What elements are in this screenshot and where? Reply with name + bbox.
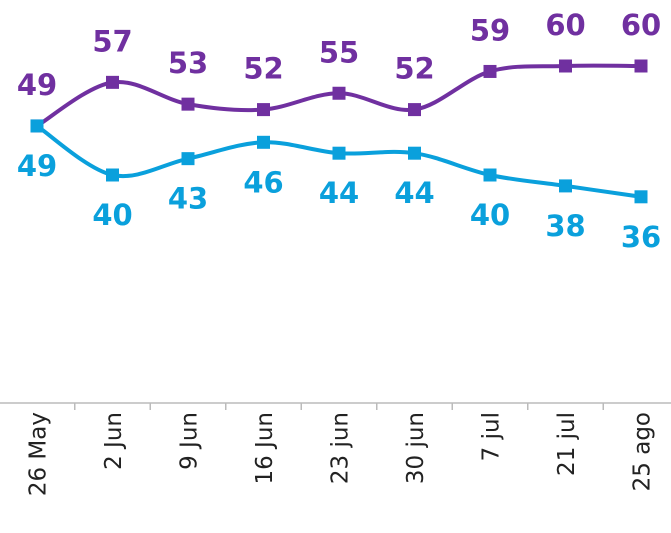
data-label: 60 bbox=[621, 8, 661, 42]
point bbox=[559, 59, 572, 73]
data-label: 59 bbox=[470, 13, 510, 47]
data-label: 46 bbox=[243, 165, 283, 199]
data-label: 52 bbox=[243, 52, 283, 86]
x-tick-label: 7 jul bbox=[479, 412, 505, 461]
point bbox=[257, 135, 270, 149]
x-tick-label: 23 jun bbox=[328, 412, 354, 484]
data-label: 38 bbox=[545, 209, 585, 243]
data-label: 55 bbox=[319, 35, 359, 69]
data-label: 57 bbox=[92, 24, 132, 58]
x-tick-label: 2 Jun bbox=[101, 412, 127, 470]
point bbox=[634, 190, 648, 204]
data-label: 49 bbox=[17, 68, 57, 102]
point bbox=[30, 119, 44, 133]
point bbox=[634, 59, 648, 73]
point bbox=[559, 179, 572, 193]
x-tick-label: 21 jul bbox=[554, 412, 580, 476]
point bbox=[483, 64, 497, 78]
x-tick-label: 26 May bbox=[26, 412, 52, 496]
point bbox=[106, 168, 119, 182]
point bbox=[257, 103, 270, 117]
data-label: 52 bbox=[394, 52, 434, 86]
data-label: 40 bbox=[470, 198, 510, 232]
point bbox=[332, 86, 346, 100]
data-label: 44 bbox=[394, 176, 434, 210]
x-tick-label: 25 ago bbox=[630, 412, 656, 491]
point bbox=[181, 152, 195, 166]
data-label: 53 bbox=[168, 46, 208, 80]
data-label: 49 bbox=[17, 149, 57, 183]
x-tick-label: 9 Jun bbox=[177, 412, 203, 470]
data-label: 60 bbox=[545, 8, 585, 42]
point bbox=[408, 146, 421, 160]
point bbox=[106, 75, 119, 89]
point bbox=[332, 146, 346, 160]
data-label: 40 bbox=[92, 198, 132, 232]
x-tick-label: 16 Jun bbox=[252, 412, 278, 485]
data-label: 43 bbox=[168, 182, 208, 216]
data-label: 36 bbox=[621, 220, 661, 254]
x-tick-label: 30 jun bbox=[403, 412, 429, 484]
point bbox=[181, 97, 195, 111]
point bbox=[408, 103, 421, 117]
point bbox=[483, 168, 497, 182]
data-label: 44 bbox=[319, 176, 359, 210]
